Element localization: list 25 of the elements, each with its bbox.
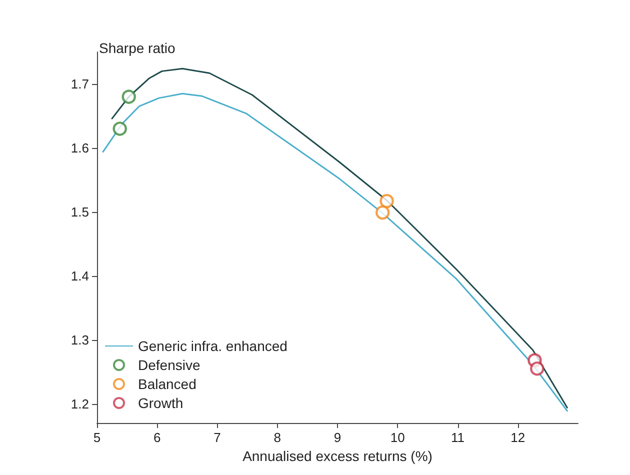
point [380,194,394,208]
legend-label: Generic infra. enhanced [138,338,288,354]
point [122,90,136,104]
y-tick-label: 1.3 [70,332,89,348]
point [530,362,544,376]
legend-label: Growth [138,395,184,411]
x-tick-label: 12 [510,430,526,445]
y-tick-label: 1.2 [70,396,89,412]
x-tick-label: 7 [214,430,221,445]
legend-label: Defensive [138,357,200,373]
x-tick-label: 5 [93,430,101,445]
x-tick-label: 8 [274,430,281,445]
x-tick-label: 6 [154,430,161,445]
y-axis-title: Sharpe ratio [99,40,176,56]
y-tick-label: 1.5 [70,204,89,220]
y-tick-label: 1.4 [70,268,89,284]
x-tick-label: 10 [390,430,405,445]
point [376,205,390,220]
y-tick-label: 1.7 [70,76,89,92]
x-axis-title: Annualised excess returns (%) [242,448,432,464]
y-tick-label: 1.6 [70,140,89,156]
point [112,122,127,136]
x-tick-label: 9 [334,430,342,445]
x-tick-label: 11 [451,430,464,445]
legend-label: Balanced [138,376,196,392]
